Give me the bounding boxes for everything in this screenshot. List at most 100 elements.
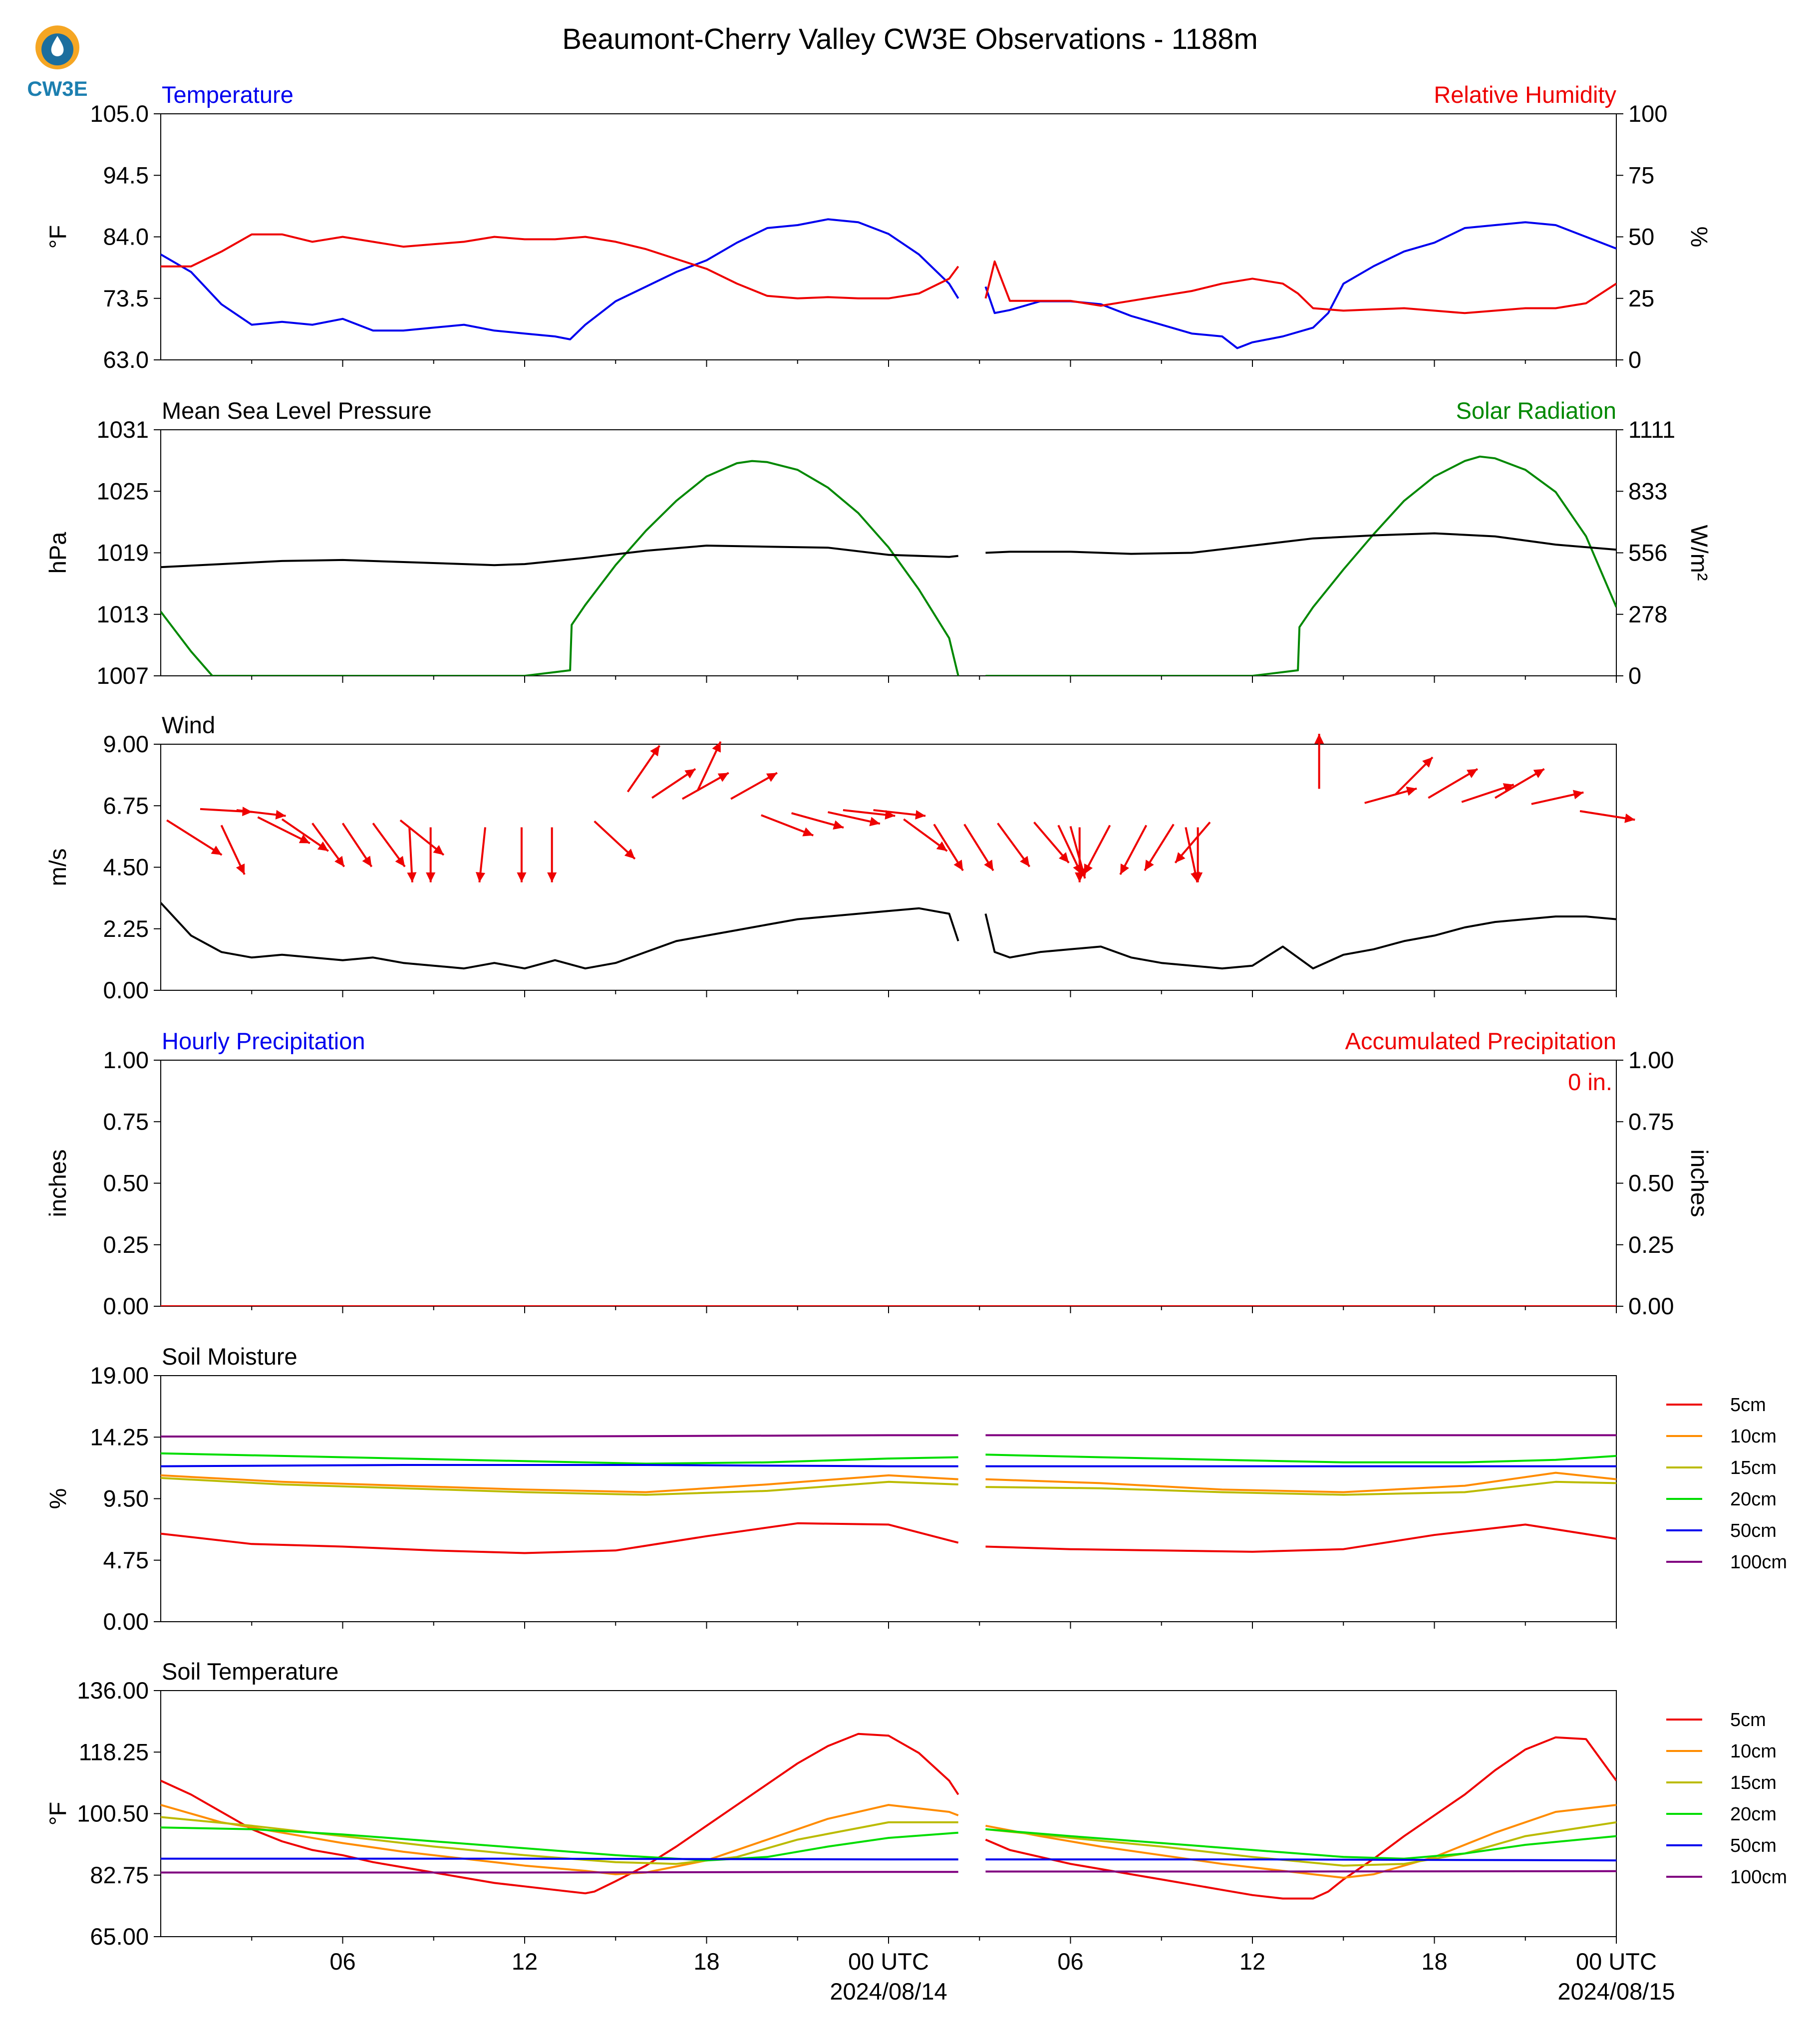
wind-arrow (730, 772, 778, 800)
wind-arrow (873, 809, 926, 820)
y-right-tick-label: 0 (1628, 662, 1641, 689)
legend-label: 5cm (1730, 1710, 1766, 1731)
series-line-mean-sea-level-pressure (161, 545, 958, 569)
wind-arrow (1428, 768, 1478, 799)
legend-label: 5cm (1730, 1395, 1766, 1416)
y-right-tick-label: 1.00 (1628, 1047, 1674, 1073)
y-left-tick-label: 118.25 (79, 1738, 149, 1765)
y-left-tick-label: 14.25 (90, 1424, 149, 1450)
panel-title-left: Hourly Precipitation (162, 1028, 365, 1054)
wind-arrow-head (936, 841, 947, 852)
wind-arrow-head (1533, 769, 1544, 778)
wind-arrow (594, 820, 636, 860)
wind-arrow (1075, 827, 1085, 882)
series-group (161, 1434, 1616, 1554)
wind-arrow (1394, 756, 1434, 796)
legend-item: 10cm (1666, 1426, 1777, 1447)
wind-arrow (341, 823, 373, 868)
wind-arrow (651, 768, 696, 799)
legend-item: 100cm (1666, 1867, 1787, 1888)
wind-arrow-head (1120, 864, 1129, 875)
y-left-tick-label: 1025 (96, 478, 149, 504)
y-left-tick-label: 4.50 (103, 854, 149, 880)
wind-arrow (1174, 822, 1211, 864)
wind-arrow (681, 772, 729, 800)
series-line-20cm (161, 1826, 958, 1862)
y-left-tick-label: 1013 (96, 601, 149, 627)
y-left-tick-label: 1007 (96, 662, 149, 689)
wind-arrow (1119, 825, 1148, 875)
y-left-tick-label: 1.00 (103, 1047, 149, 1073)
legend-label: 10cm (1730, 1426, 1777, 1447)
legend: 5cm 10cm 15cm 20cm 50cm 100cm (1666, 1395, 1787, 1573)
logo-text: CW3E (27, 77, 87, 100)
series-line-5cm (161, 1522, 959, 1554)
wind-arrow-head (712, 741, 721, 753)
series-line-10cm (985, 1804, 1616, 1879)
series-group (161, 218, 1616, 349)
y-right-tick-label: 100 (1628, 100, 1667, 127)
y-left-tick-label: 9.50 (103, 1485, 149, 1512)
panel-3: 0.00 2.25 4.50 6.75 9.00 m/s Wind (44, 712, 1635, 1003)
wind-arrow-head (517, 872, 527, 882)
y-right-tick-label: 1111 (1628, 416, 1675, 443)
panel-title-left: Soil Temperature (162, 1658, 338, 1685)
y-right-tick-label: 833 (1628, 478, 1667, 504)
legend-item: 50cm (1666, 1520, 1777, 1541)
wind-arrow-head (953, 860, 963, 871)
series-group (161, 902, 1616, 970)
wind-arrow-head (1503, 783, 1514, 793)
wind-arrow (1579, 810, 1635, 823)
wind-arrow-head (766, 773, 777, 782)
y-right-axis-label: W/m² (1686, 525, 1713, 580)
panel-title-left: Mean Sea Level Pressure (162, 397, 432, 424)
wind-arrow (1033, 822, 1070, 864)
series-line-15cm (161, 1477, 958, 1496)
wind-arrow-head (717, 773, 729, 782)
y-left-axis-label: °F (44, 1802, 71, 1826)
wind-arrow-head (362, 856, 372, 867)
precip-total-annotation: 0 in. (1568, 1069, 1612, 1095)
wind-arrow-head (547, 872, 557, 882)
x-date-label: 2024/08/14 (830, 1978, 947, 2005)
series-line-temperature (984, 221, 1616, 349)
wind-arrow-head (624, 849, 635, 859)
wind-arrow-head (869, 817, 880, 827)
y-left-tick-label: 19.00 (90, 1362, 149, 1389)
y-left-tick-label: 0.25 (103, 1231, 149, 1258)
series-line-5cm (985, 1736, 1616, 1900)
wind-arrow (1494, 768, 1545, 799)
series-line-100cm (985, 1870, 1616, 1873)
panel-title-right: Accumulated Precipitation (1345, 1028, 1616, 1054)
wind-arrow-head (1075, 872, 1085, 882)
wind-arrow (166, 819, 223, 856)
legend-label: 50cm (1730, 1520, 1777, 1541)
legend-item: 5cm (1666, 1710, 1766, 1731)
y-left-tick-label: 73.5 (103, 285, 149, 311)
wind-arrow-head (1467, 769, 1478, 778)
wind-arrow (963, 824, 994, 871)
wind-arrow (933, 824, 964, 871)
wind-arrow (761, 814, 814, 837)
series-line-relative-humidity (984, 260, 1616, 314)
legend-label: 20cm (1730, 1489, 1777, 1510)
x-tick-label: 18 (693, 1948, 719, 1975)
legend-item: 5cm (1666, 1395, 1766, 1416)
wind-arrow (1364, 786, 1417, 804)
series-line-relative-humidity (161, 233, 959, 299)
legend-item: 20cm (1666, 1804, 1777, 1825)
series-line-5cm (985, 1523, 1616, 1553)
y-left-tick-label: 6.75 (103, 792, 149, 819)
y-left-tick-label: 63.0 (103, 346, 149, 373)
y-right-tick-label: 0 (1628, 346, 1641, 373)
wind-arrow-head (317, 841, 328, 852)
y-left-tick-label: 0.00 (103, 1293, 149, 1319)
y-left-tick-label: 9.00 (103, 731, 149, 757)
panel-frame (160, 1375, 1617, 1622)
wind-arrow (791, 812, 844, 830)
y-left-tick-label: 82.75 (90, 1862, 149, 1888)
y-left-tick-label: 1031 (96, 416, 149, 443)
x-axis: 06 12 18 00 UTC 06 12 18 00 UTC 2024/08/14 2024/0… (329, 1948, 1675, 2005)
wind-arrow-head (236, 864, 245, 875)
